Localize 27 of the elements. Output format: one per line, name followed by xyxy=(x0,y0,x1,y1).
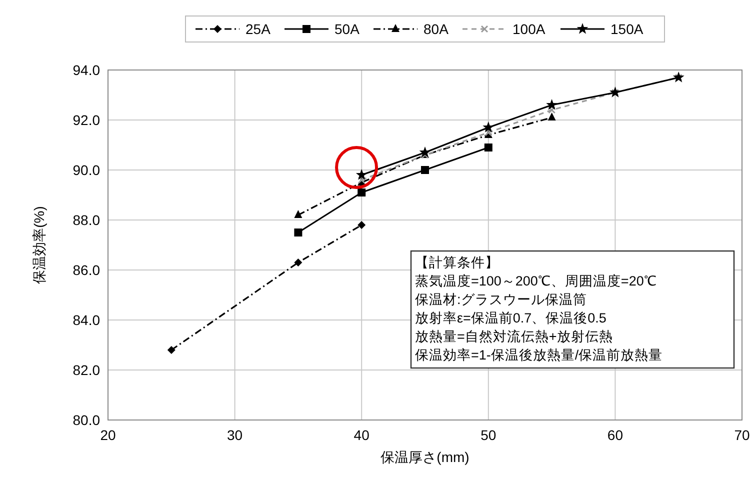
y-tick-label: 94.0 xyxy=(72,62,100,78)
legend-label: 25A xyxy=(246,21,272,37)
x-axis-title: 保温厚さ(mm) xyxy=(380,449,470,465)
y-tick-label: 88.0 xyxy=(72,212,100,228)
x-tick-label: 20 xyxy=(100,427,116,443)
x-tick-label: 60 xyxy=(607,427,624,443)
y-tick-label: 86.0 xyxy=(72,262,100,278)
legend-label: 80A xyxy=(424,21,450,37)
legend-label: 100A xyxy=(512,21,546,37)
annotation: 放射率ε=保温前0.7、保温後0.5 xyxy=(415,310,606,326)
y-axis-title: 保温効率(%) xyxy=(31,206,47,284)
y-tick-label: 90.0 xyxy=(72,162,100,178)
annotation: 放熱量=自然対流伝熱+放射伝熱 xyxy=(415,329,613,344)
x-tick-label: 50 xyxy=(480,427,496,443)
x-tick-label: 30 xyxy=(227,427,243,443)
annotation: 保温効率=1-保温後放熱量/保温前放熱量 xyxy=(415,348,663,362)
annotation: 保温材:グラスウール保温筒 xyxy=(415,292,587,307)
x-tick-label: 70 xyxy=(734,427,750,443)
annotation: 蒸気温度=100～200℃、周囲温度=20℃ xyxy=(415,274,657,288)
legend-label: 50A xyxy=(334,21,360,37)
annotation: 【計算条件】 xyxy=(415,255,499,270)
x-tick-label: 40 xyxy=(354,427,370,443)
y-tick-label: 84.0 xyxy=(72,312,100,328)
y-tick-label: 92.0 xyxy=(72,112,100,128)
y-tick-label: 82.0 xyxy=(72,362,100,378)
y-tick-label: 80.0 xyxy=(72,412,100,428)
legend-label: 150A xyxy=(610,21,644,37)
